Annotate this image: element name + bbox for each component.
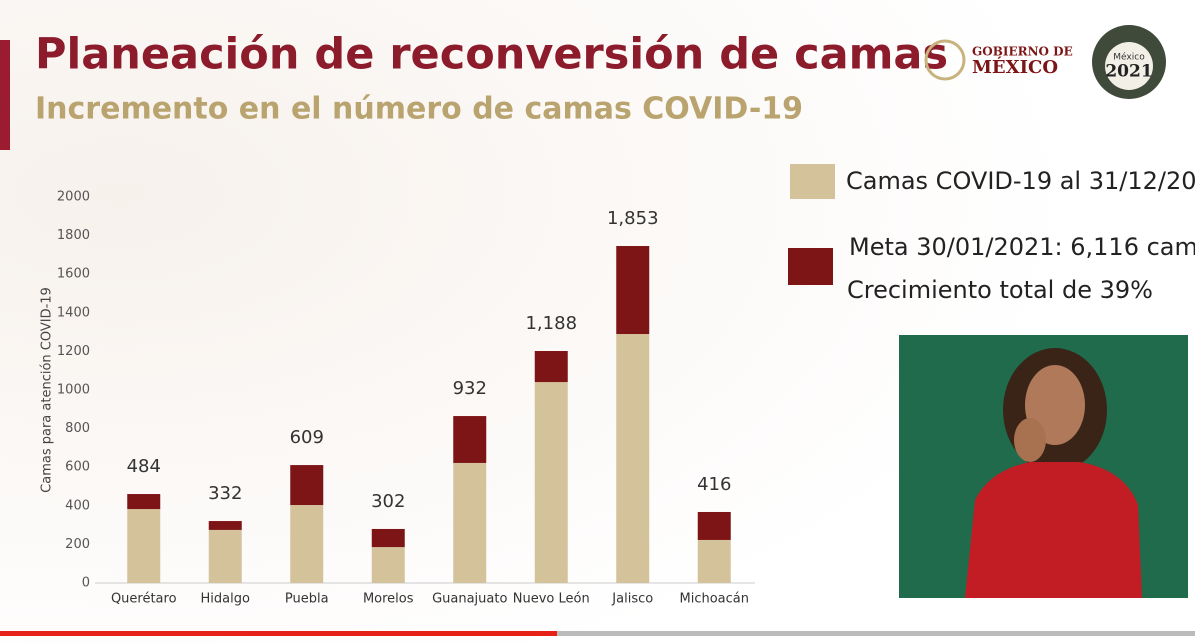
legend-swatch [788, 248, 833, 285]
bar-segment [371, 528, 405, 548]
y-tick-label: 0 [82, 576, 90, 591]
total-label: 1,853 [607, 208, 659, 229]
bar-segment [208, 521, 242, 530]
x-tick-label: Morelos [363, 592, 414, 607]
bar-segment [697, 511, 731, 540]
accent-bar [0, 40, 10, 150]
total-label: 609 [290, 427, 324, 448]
bar-segment [697, 539, 731, 583]
bar-segment [534, 382, 568, 583]
subtitle: Incremento en el número de camas COVID-1… [35, 92, 803, 127]
y-tick-label: 200 [65, 537, 90, 552]
x-tick-label: Puebla [285, 592, 329, 607]
bar-segment [208, 529, 242, 583]
bar-segment [290, 505, 324, 583]
x-tick-label: Nuevo León [513, 592, 590, 607]
y-axis-label: Camas para atención COVID-19 [40, 287, 55, 493]
logo-text: MÉXICO [972, 55, 1058, 78]
total-label: 1,188 [525, 313, 577, 334]
y-tick-label: 1600 [57, 267, 90, 282]
badge-text: 2021 [1105, 62, 1152, 82]
x-tick-label: Hidalgo [201, 592, 250, 607]
legend-label: Camas COVID-19 al 31/12/20 [846, 167, 1195, 195]
total-label: 484 [127, 456, 161, 477]
bar-segment [453, 416, 487, 463]
y-tick-label: 1000 [57, 383, 90, 398]
seal [924, 39, 966, 81]
bar-segment [127, 494, 161, 510]
total-label: 332 [208, 483, 242, 504]
legend-swatch [790, 164, 835, 199]
progress-bar [0, 631, 557, 636]
legend-label: Meta 30/01/2021: 6,116 camas [849, 233, 1195, 261]
y-tick-label: 1200 [57, 344, 90, 359]
total-label: 302 [371, 491, 405, 512]
title: Planeación de reconversión de camas [35, 30, 948, 80]
total-label: 416 [697, 474, 731, 495]
y-tick-label: 400 [65, 498, 90, 513]
bar-segment [371, 547, 405, 583]
badge-text: México [1113, 52, 1145, 63]
y-tick-label: 1400 [57, 305, 90, 320]
total-label: 932 [453, 378, 487, 399]
badge-inner [1105, 42, 1153, 90]
x-tick-label: Jalisco [611, 592, 653, 607]
bar-segment [290, 465, 324, 506]
chart: Camas para atención COVID-19 0 200 400 600 8… [40, 190, 755, 607]
progress-track [0, 631, 1195, 636]
x-tick-label: Michoacán [680, 592, 750, 607]
bar-segment [616, 246, 650, 335]
x-tick-label: Guanajuato [432, 592, 507, 607]
bar-segment [534, 351, 568, 383]
interpreter-video [899, 335, 1188, 598]
y-tick-label: 800 [65, 421, 90, 436]
y-tick-label: 1800 [57, 228, 90, 243]
bar-segment [453, 462, 487, 583]
x-tick-label: Querétaro [111, 592, 177, 607]
y-tick-label: 600 [65, 460, 90, 475]
legend-note: Crecimiento total de 39% [847, 276, 1153, 304]
bar-segment [616, 334, 650, 583]
bar-segment [127, 509, 161, 583]
logo-text: GOBIERNO DE [972, 45, 1073, 59]
y-tick-label: 2000 [57, 190, 90, 205]
